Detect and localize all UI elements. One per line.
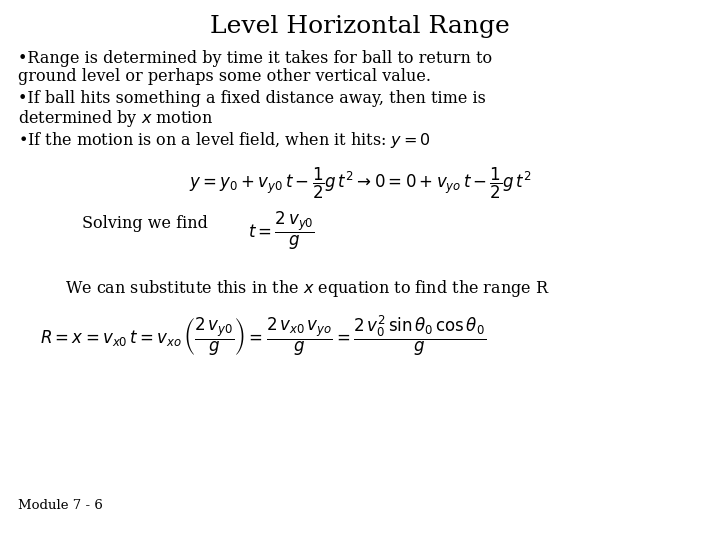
Text: $R = x = v_{x0}\,t = v_{xo}\,\left(\dfrac{2\,v_{y0}}{g}\right) = \dfrac{2\,v_{x0: $R = x = v_{x0}\,t = v_{xo}\,\left(\dfra… bbox=[40, 314, 486, 359]
Text: Level Horizontal Range: Level Horizontal Range bbox=[210, 15, 510, 38]
Text: Solving we find: Solving we find bbox=[82, 215, 208, 232]
Text: Module 7 - 6: Module 7 - 6 bbox=[18, 499, 103, 512]
Text: determined by $x$ motion: determined by $x$ motion bbox=[18, 108, 213, 129]
Text: $t = \dfrac{2\,v_{y0}}{g}$: $t = \dfrac{2\,v_{y0}}{g}$ bbox=[248, 210, 315, 252]
Text: •If ball hits something a fixed distance away, then time is: •If ball hits something a fixed distance… bbox=[18, 90, 486, 107]
Text: •If the motion is on a level field, when it hits: $y = 0$: •If the motion is on a level field, when… bbox=[18, 130, 431, 150]
Text: We can substitute this in the $x$ equation to find the range R: We can substitute this in the $x$ equati… bbox=[65, 278, 549, 299]
Text: $y = y_0 + v_{y0}\,t - \dfrac{1}{2}g\,t^2 \rightarrow 0 = 0 + v_{yo}\,t - \dfrac: $y = y_0 + v_{y0}\,t - \dfrac{1}{2}g\,t^… bbox=[189, 166, 531, 201]
Text: ground level or perhaps some other vertical value.: ground level or perhaps some other verti… bbox=[18, 68, 431, 85]
Text: •Range is determined by time it takes for ball to return to: •Range is determined by time it takes fo… bbox=[18, 50, 492, 67]
